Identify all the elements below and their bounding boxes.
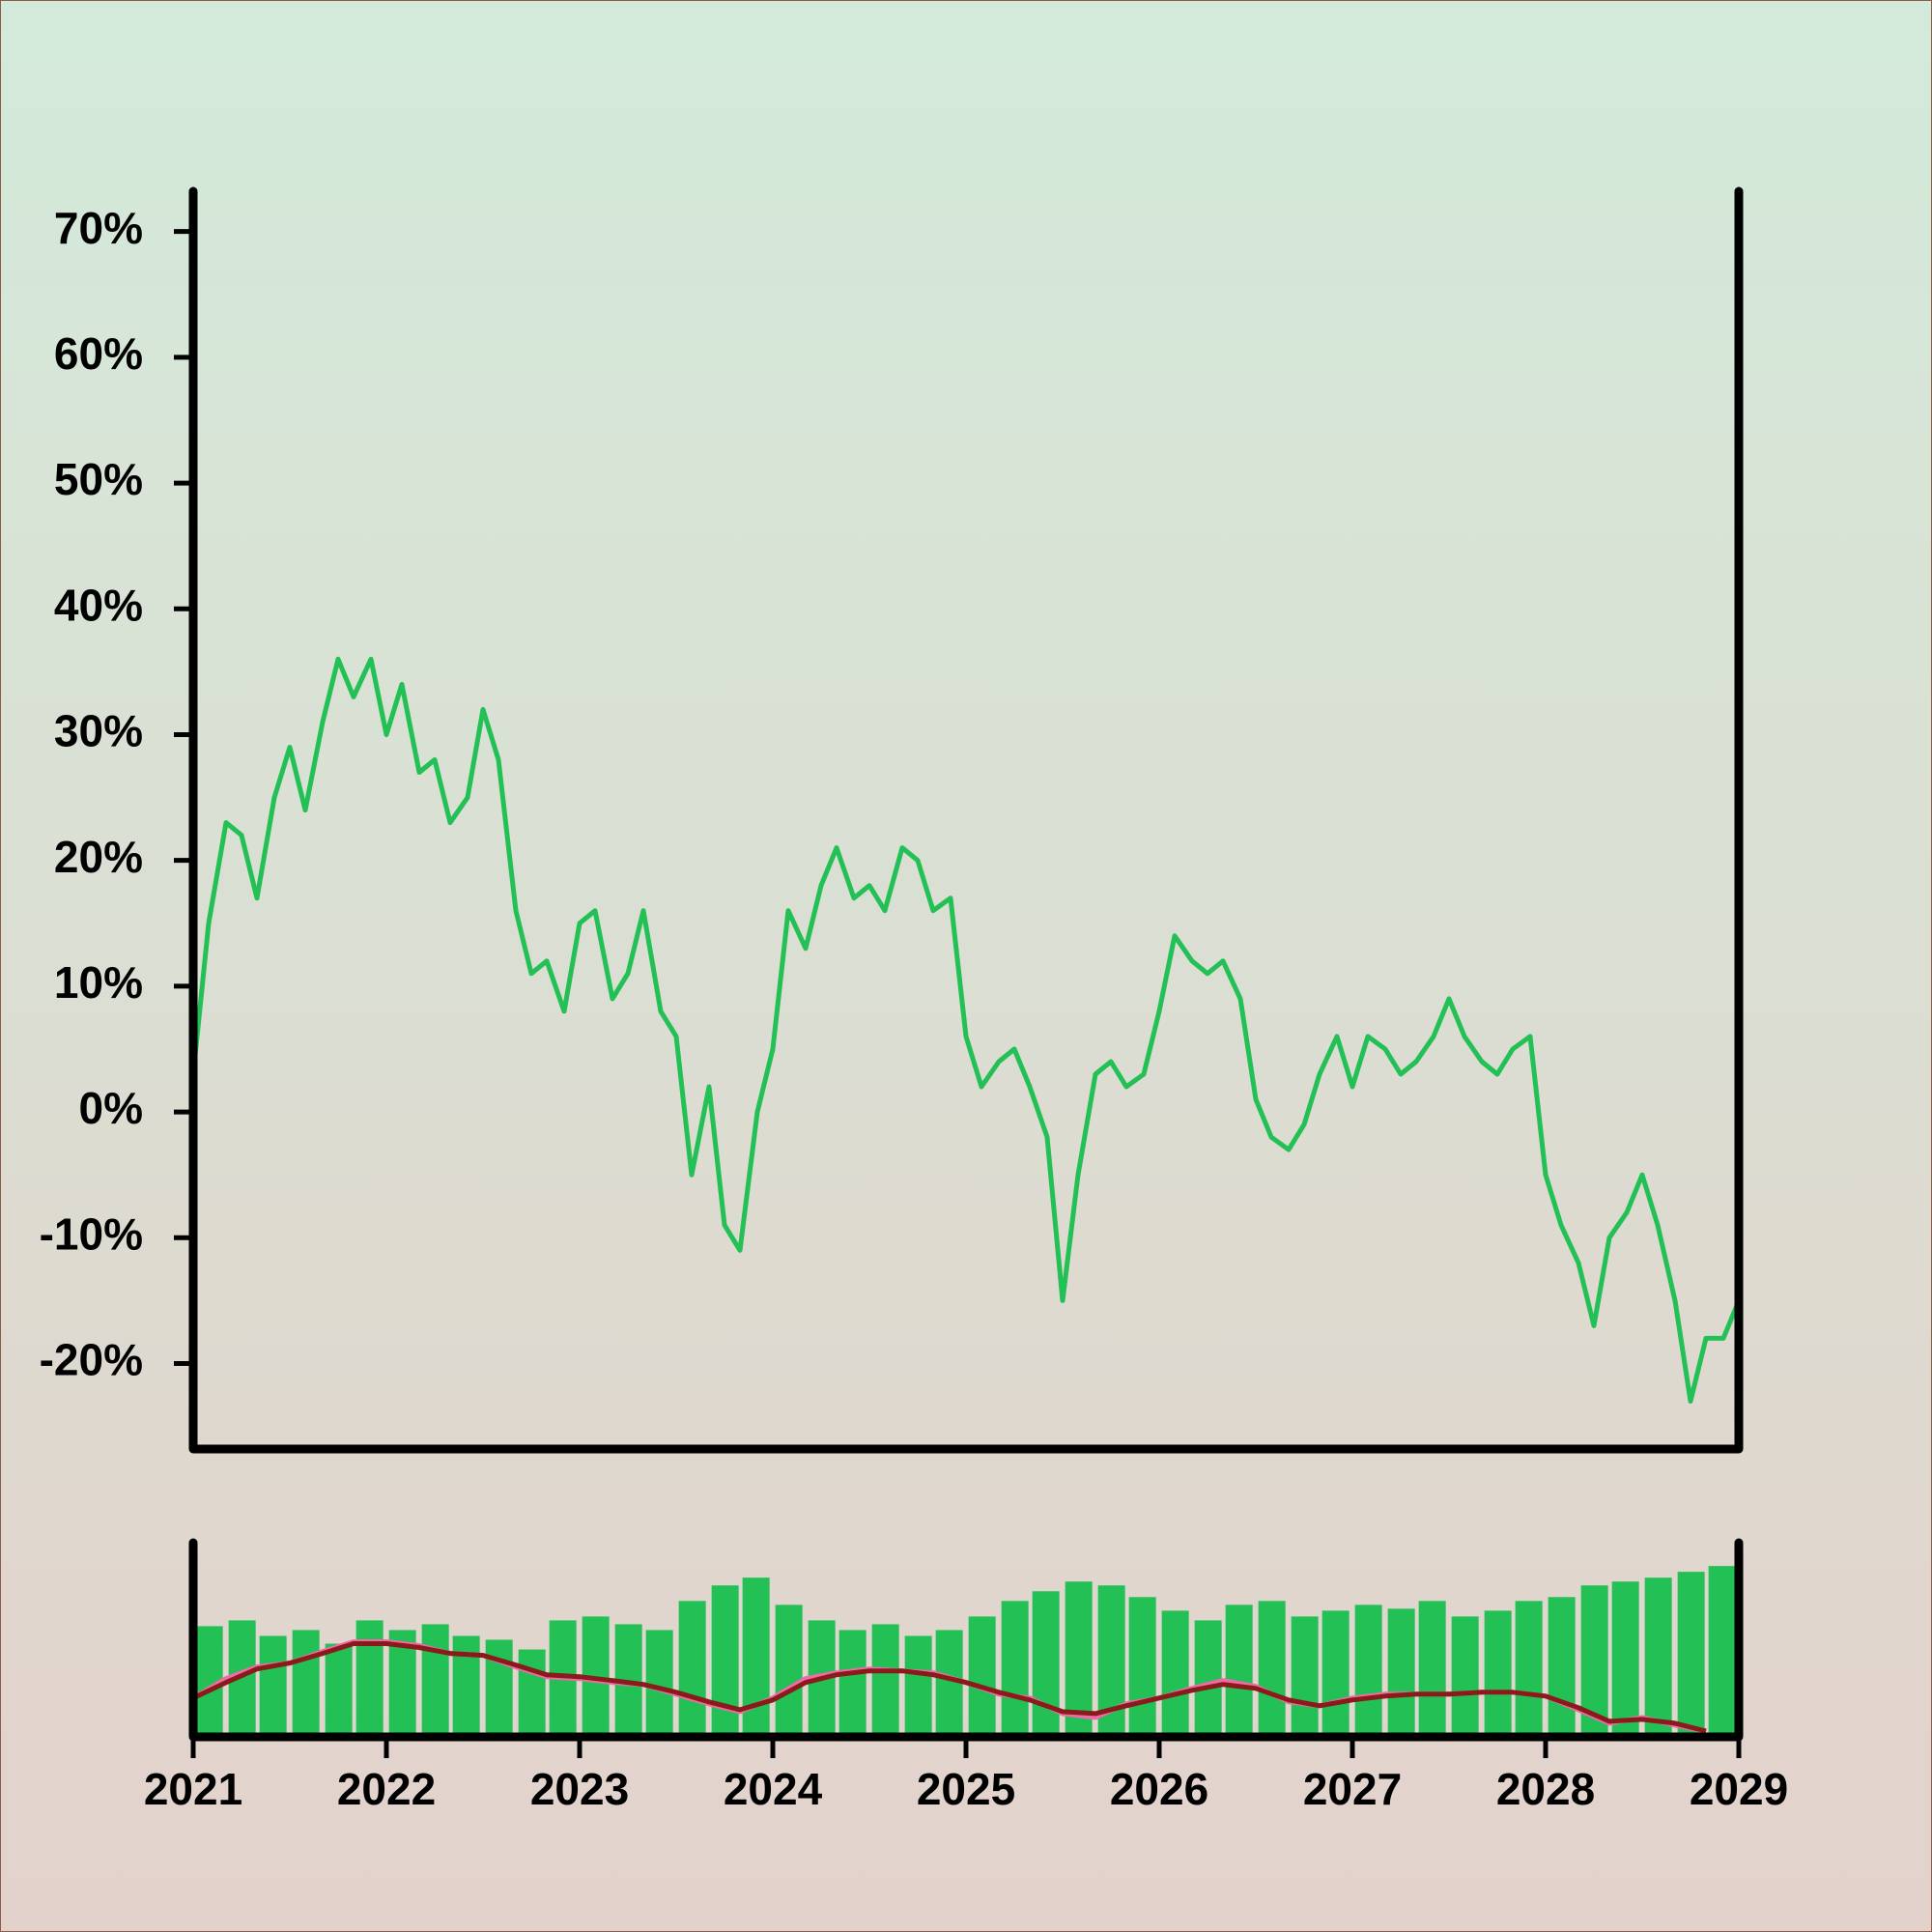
volume-bar (904, 1635, 932, 1737)
moving-average-line (191, 1641, 1707, 1734)
y-tick-label: 60% (54, 328, 143, 379)
x-tick-label: 2028 (1496, 1764, 1595, 1814)
x-tick-label: 2023 (530, 1764, 629, 1814)
volume-bar (871, 1624, 899, 1737)
volume-bar (1515, 1601, 1543, 1737)
y-tick-label: 50% (54, 454, 143, 504)
volume-bar (421, 1624, 449, 1737)
volume-bar (838, 1630, 867, 1737)
volume-bar (355, 1620, 384, 1737)
volume-bar (1194, 1620, 1222, 1737)
volume-bar (1418, 1601, 1446, 1737)
y-tick-label: 30% (54, 706, 143, 756)
price-line (190, 656, 1742, 1404)
volume-bar (1291, 1616, 1319, 1737)
volume-bar (935, 1630, 963, 1737)
axis-frame (188, 1538, 1744, 1742)
volume-bar (1451, 1616, 1479, 1737)
y-tick-label: 10% (54, 957, 143, 1008)
volume-bar (485, 1639, 513, 1737)
volume-bar (1548, 1597, 1576, 1737)
x-tick-label: 2024 (724, 1764, 823, 1814)
volume-bar (645, 1630, 673, 1737)
volume-bar (775, 1605, 803, 1737)
volume-bar (1321, 1610, 1350, 1737)
x-tick-label: 2022 (337, 1764, 436, 1814)
volume-bar (1611, 1581, 1639, 1737)
volume-bar (292, 1630, 320, 1737)
volume-bar (1032, 1591, 1060, 1737)
volume-bar (711, 1585, 739, 1737)
volume-bar (259, 1635, 287, 1737)
x-tick-label: 2021 (144, 1764, 242, 1814)
volume-bar (1001, 1601, 1029, 1737)
volume-bar (452, 1635, 480, 1737)
y-tick-label: 40% (54, 580, 143, 630)
x-tick-label: 2027 (1303, 1764, 1402, 1814)
volume-bar (1708, 1566, 1736, 1737)
y-tick-label: 0% (79, 1083, 143, 1133)
volume-bar (1677, 1572, 1705, 1737)
volume-bar (678, 1601, 706, 1737)
volume-bar (1258, 1601, 1286, 1737)
volume-bar (1161, 1610, 1189, 1737)
y-tick-label: -20% (40, 1335, 143, 1385)
volume-bar (325, 1643, 353, 1737)
volume-bar (1354, 1605, 1382, 1737)
y-tick-label: 70% (54, 203, 143, 253)
volume-bar (1387, 1608, 1415, 1737)
volume-bar (1128, 1597, 1156, 1737)
volume-bar (968, 1616, 996, 1737)
y-tick-label: 20% (54, 832, 143, 882)
volume-bar (1484, 1610, 1512, 1737)
y-tick-label: -10% (40, 1208, 143, 1259)
volume-bar (518, 1649, 546, 1737)
x-tick-label: 2026 (1110, 1764, 1208, 1814)
x-tick-label: 2025 (917, 1764, 1015, 1814)
volume-bar (1644, 1577, 1672, 1737)
x-tick-label: 2029 (1690, 1764, 1788, 1814)
axis-frame (188, 186, 1744, 1454)
volume-bar (1225, 1605, 1253, 1737)
volume-bar (742, 1577, 770, 1737)
